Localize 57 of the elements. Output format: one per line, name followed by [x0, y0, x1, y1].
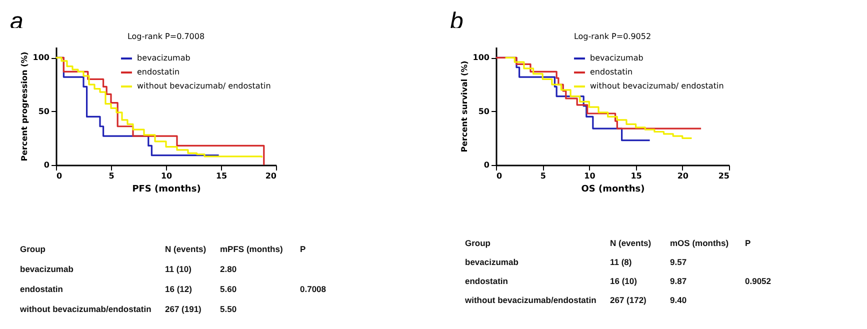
- text: 267 (191): [165, 304, 202, 314]
- text: Group: [465, 238, 490, 248]
- text: without bevacizumab/endostatin: [20, 304, 152, 314]
- y-tick-label: 50: [38, 106, 50, 116]
- legend-label: without bevacizumab/ endostatin: [590, 82, 724, 90]
- x-tick-label: 25: [718, 172, 730, 180]
- text: N (events): [165, 244, 206, 254]
- text: endostatin: [465, 276, 508, 286]
- text: bevacizumab: [20, 264, 74, 274]
- y-axis-title: Percent survival (%): [460, 60, 469, 152]
- text: endostatin: [20, 284, 63, 294]
- text: 5.50: [220, 304, 237, 314]
- x-tick-label: 5: [108, 172, 115, 180]
- x-tick-label: 15: [630, 172, 642, 180]
- x-tick-label: 20: [677, 172, 689, 180]
- legend-label: bevacizumab: [137, 54, 190, 62]
- y-tick-label: 100: [472, 53, 490, 62]
- x-axis-title: OS (months): [581, 184, 645, 194]
- text: Group: [20, 244, 46, 254]
- y-tick-label: 0: [44, 160, 50, 170]
- text: 11 (8): [610, 257, 632, 267]
- text: 267 (172): [610, 295, 646, 305]
- text: 9.40: [670, 295, 687, 305]
- text: mPFS (months): [220, 244, 283, 254]
- chart-subtitle: Log-rank P=0.7008: [127, 32, 205, 41]
- x-tick-label: 10: [584, 172, 596, 180]
- text: 0.9052: [745, 276, 771, 286]
- text: 0.7008: [300, 284, 326, 294]
- text: N (events): [610, 238, 652, 248]
- y-axis-title: Percent progression (%): [20, 52, 29, 162]
- x-tick-label: 20: [265, 172, 277, 180]
- chart-subtitle: Log-rank P=0.9052: [574, 32, 652, 41]
- legend-label: endostatin: [137, 68, 180, 76]
- y-tick-label: 0: [484, 160, 490, 170]
- legend-label: endostatin: [590, 68, 633, 76]
- x-tick-label: 0: [56, 172, 62, 180]
- text: bevacizumab: [465, 257, 518, 267]
- text: 9.87: [670, 276, 687, 286]
- legend-label: without bevacizumab/ endostatin: [137, 82, 271, 90]
- text: P: [745, 238, 751, 248]
- legend-label: bevacizumab: [590, 54, 644, 62]
- text: 9.57: [670, 257, 687, 267]
- x-tick-label: 10: [160, 172, 172, 180]
- y-tick-label: 100: [32, 53, 50, 62]
- text: 11 (10): [165, 264, 192, 274]
- text: P: [300, 244, 306, 254]
- x-axis-title: PFS (months): [132, 184, 201, 194]
- x-tick-label: 0: [496, 172, 502, 180]
- text: 16 (10): [610, 276, 637, 286]
- text: without bevacizumab/endostatin: [465, 295, 596, 305]
- x-tick-label: 15: [216, 172, 228, 180]
- x-tick-label: 5: [540, 172, 546, 180]
- text: mOS (months): [670, 238, 729, 248]
- text: 2.80: [220, 264, 237, 274]
- text: 16 (12): [165, 284, 192, 294]
- text: 5.60: [220, 284, 237, 294]
- y-tick-label: 50: [478, 106, 490, 116]
